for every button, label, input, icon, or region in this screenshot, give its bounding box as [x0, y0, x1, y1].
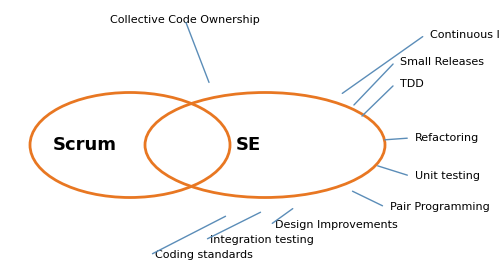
Text: Refactoring: Refactoring	[415, 133, 479, 143]
Text: Continuous Integration: Continuous Integration	[430, 30, 500, 40]
Text: TDD: TDD	[400, 79, 424, 89]
Text: Unit testing: Unit testing	[415, 171, 480, 181]
Text: Pair Programming: Pair Programming	[390, 202, 490, 212]
Text: Coding standards: Coding standards	[155, 250, 253, 260]
Text: Small Releases: Small Releases	[400, 57, 484, 67]
Text: Collective Code Ownership: Collective Code Ownership	[110, 15, 260, 25]
Text: SE: SE	[236, 136, 260, 154]
Text: Integration testing: Integration testing	[210, 235, 314, 245]
Text: Scrum: Scrum	[53, 136, 117, 154]
Text: Design Improvements: Design Improvements	[275, 220, 398, 230]
